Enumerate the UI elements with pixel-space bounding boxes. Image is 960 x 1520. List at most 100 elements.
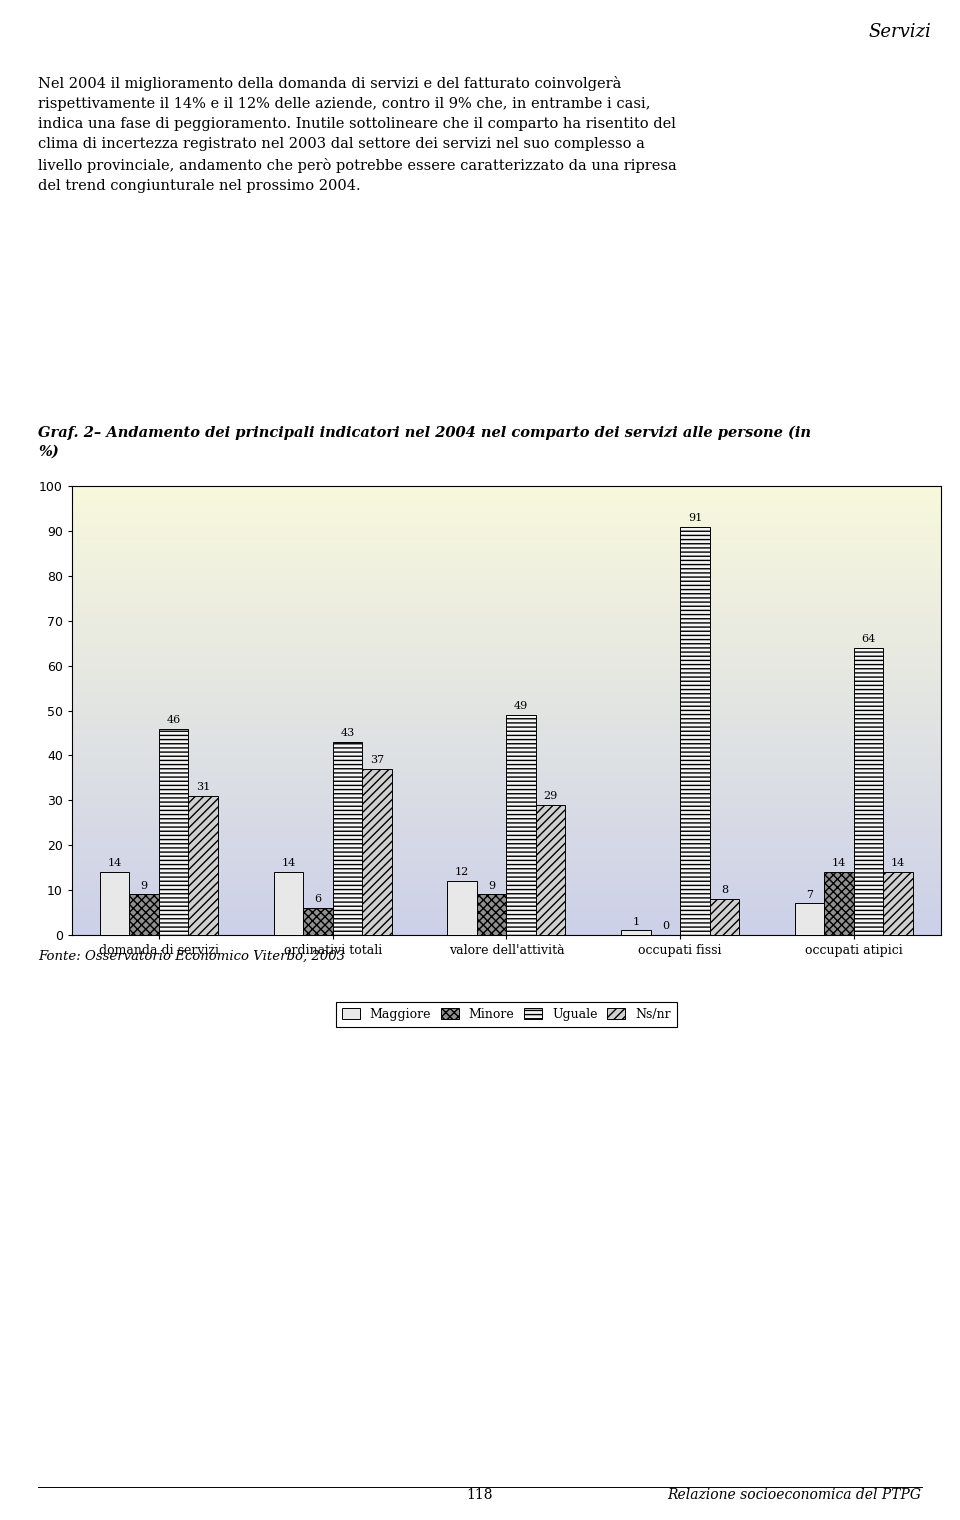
Bar (72, 888, 941, 889)
Bar (72, 722, 941, 724)
Bar (72, 699, 941, 702)
Bar (72, 532, 941, 534)
Bar (72, 784, 941, 787)
Bar (72, 754, 941, 755)
Bar (795, 903, 825, 935)
Bar (72, 901, 941, 903)
Bar (72, 704, 941, 707)
Bar (72, 874, 941, 877)
Bar (72, 883, 941, 886)
Bar (72, 585, 941, 587)
Bar (621, 930, 651, 935)
Text: 43: 43 (340, 728, 354, 739)
Bar (507, 714, 536, 935)
Bar (72, 859, 941, 860)
Bar (72, 629, 941, 632)
Text: 7: 7 (806, 889, 813, 900)
Bar (72, 570, 941, 572)
Bar (72, 742, 941, 745)
Bar (72, 497, 941, 500)
Bar (72, 540, 941, 543)
Text: 9: 9 (140, 882, 148, 891)
Bar (72, 529, 941, 532)
Bar (72, 535, 941, 538)
Bar (72, 544, 941, 547)
Bar (72, 646, 941, 648)
Text: Fonte: Osservatorio Economico Viterbo, 2003: Fonte: Osservatorio Economico Viterbo, 2… (38, 950, 346, 964)
Bar (72, 591, 941, 594)
Bar (72, 746, 941, 749)
Bar (72, 929, 941, 930)
Bar (72, 702, 941, 704)
Bar (72, 933, 941, 935)
Bar (72, 845, 941, 847)
Bar (72, 762, 941, 765)
Bar (709, 898, 739, 935)
Bar (72, 783, 941, 784)
Bar (72, 613, 941, 614)
Bar (72, 581, 941, 582)
Bar (274, 872, 303, 935)
Bar (72, 632, 941, 634)
Bar (72, 921, 941, 924)
Bar (72, 717, 941, 719)
Bar (72, 755, 941, 757)
Bar (72, 844, 941, 845)
Bar (72, 872, 941, 874)
Bar (72, 930, 941, 933)
Bar (72, 538, 941, 540)
Bar (72, 679, 941, 681)
Bar (72, 509, 941, 511)
Bar (72, 638, 941, 641)
Bar (72, 496, 941, 497)
Text: 14: 14 (281, 859, 296, 868)
Bar (72, 637, 941, 638)
Bar (362, 769, 392, 935)
Bar (72, 863, 941, 865)
Bar (72, 714, 941, 717)
Bar (72, 698, 941, 699)
Bar (72, 623, 941, 625)
Text: Nel 2004 il miglioramento della domanda di servizi e del fatturato coinvolgerà
r: Nel 2004 il miglioramento della domanda … (38, 76, 677, 193)
Bar (72, 818, 941, 821)
Bar (72, 860, 941, 863)
Bar (72, 492, 941, 496)
Bar (72, 486, 941, 488)
Text: 37: 37 (370, 755, 384, 765)
Bar (72, 619, 941, 622)
Bar (72, 907, 941, 910)
Text: 91: 91 (687, 514, 702, 523)
Bar (72, 924, 941, 926)
Bar (72, 749, 941, 751)
Bar (72, 547, 941, 549)
Bar (72, 727, 941, 728)
Bar (72, 854, 941, 856)
Bar (477, 894, 507, 935)
Bar (72, 684, 941, 686)
Bar (72, 666, 941, 667)
Bar (72, 667, 941, 670)
Text: 9: 9 (488, 882, 495, 891)
Bar (72, 594, 941, 596)
Bar (72, 561, 941, 562)
Text: 118: 118 (467, 1488, 493, 1502)
Bar (72, 926, 941, 929)
Bar (854, 648, 883, 935)
Bar (72, 622, 941, 623)
Bar (72, 836, 941, 839)
Bar (72, 514, 941, 515)
Bar (72, 774, 941, 775)
Bar (72, 634, 941, 637)
Bar (72, 766, 941, 769)
Bar (72, 798, 941, 800)
Bar (72, 572, 941, 575)
Bar (72, 816, 941, 818)
Bar (72, 500, 941, 502)
Bar (72, 891, 941, 892)
Bar (72, 856, 941, 859)
Text: 14: 14 (891, 859, 905, 868)
Bar (72, 769, 941, 771)
Text: 29: 29 (543, 792, 558, 801)
Text: Relazione socioeconomica del PTPG: Relazione socioeconomica del PTPG (667, 1488, 922, 1502)
Bar (72, 657, 941, 660)
